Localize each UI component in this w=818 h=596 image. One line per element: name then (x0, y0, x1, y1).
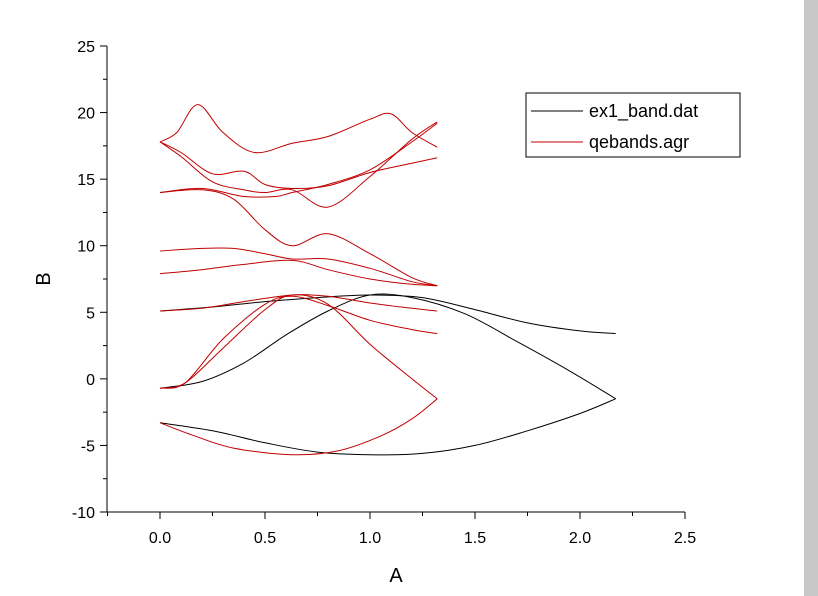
x-tick-label: 2.5 (674, 530, 696, 547)
y-tick-label: 10 (77, 239, 95, 256)
y-tick-label: 5 (86, 305, 95, 322)
series-1-band-9 (159, 104, 438, 154)
series-1-band-1 (159, 294, 438, 400)
y-ticks: -10 -5 0 5 10 15 20 25 (72, 39, 107, 522)
vertical-scrollbar[interactable] (804, 0, 818, 596)
legend-box (525, 92, 741, 158)
series-1-band-5 (159, 247, 438, 287)
series-0-band-1 (159, 293, 616, 400)
y-axis-label: B (33, 272, 55, 285)
x-tick-label: 1.5 (464, 530, 486, 547)
series-1-band-3 (159, 294, 438, 312)
legend: ex1_band.dat qebands.agr (525, 92, 741, 158)
series-1-band-6 (159, 189, 438, 287)
y-tick-label: 25 (77, 39, 95, 56)
series-1-band-8 (159, 121, 438, 208)
y-tick-label: 15 (77, 172, 95, 189)
series-1-band-7 (159, 141, 438, 190)
plot-area (159, 104, 616, 456)
series-1-band-10 (159, 122, 438, 198)
legend-label-qebands: qebands.agr (589, 132, 689, 152)
series-1-band-0 (159, 398, 438, 456)
y-tick-label: 0 (86, 372, 95, 389)
y-tick-label: -5 (81, 438, 95, 455)
legend-label-ex1: ex1_band.dat (589, 101, 698, 122)
series-1-band-4 (159, 259, 438, 287)
y-tick-label: -10 (72, 505, 95, 522)
x-axis-label: A (389, 565, 403, 587)
x-tick-label: 1.0 (359, 530, 381, 547)
series-0-band-2 (159, 294, 616, 335)
x-tick-label: 0.0 (149, 530, 171, 547)
y-tick-label: 20 (77, 106, 95, 123)
x-tick-label: 0.5 (254, 530, 276, 547)
series-1-band-2 (159, 295, 438, 389)
series-0-band-0 (159, 398, 616, 456)
scrollbar-gap (800, 0, 804, 596)
x-tick-label: 2.0 (569, 530, 591, 547)
x-ticks: 0.0 0.5 1.0 1.5 2.0 2.5 (107, 512, 696, 547)
